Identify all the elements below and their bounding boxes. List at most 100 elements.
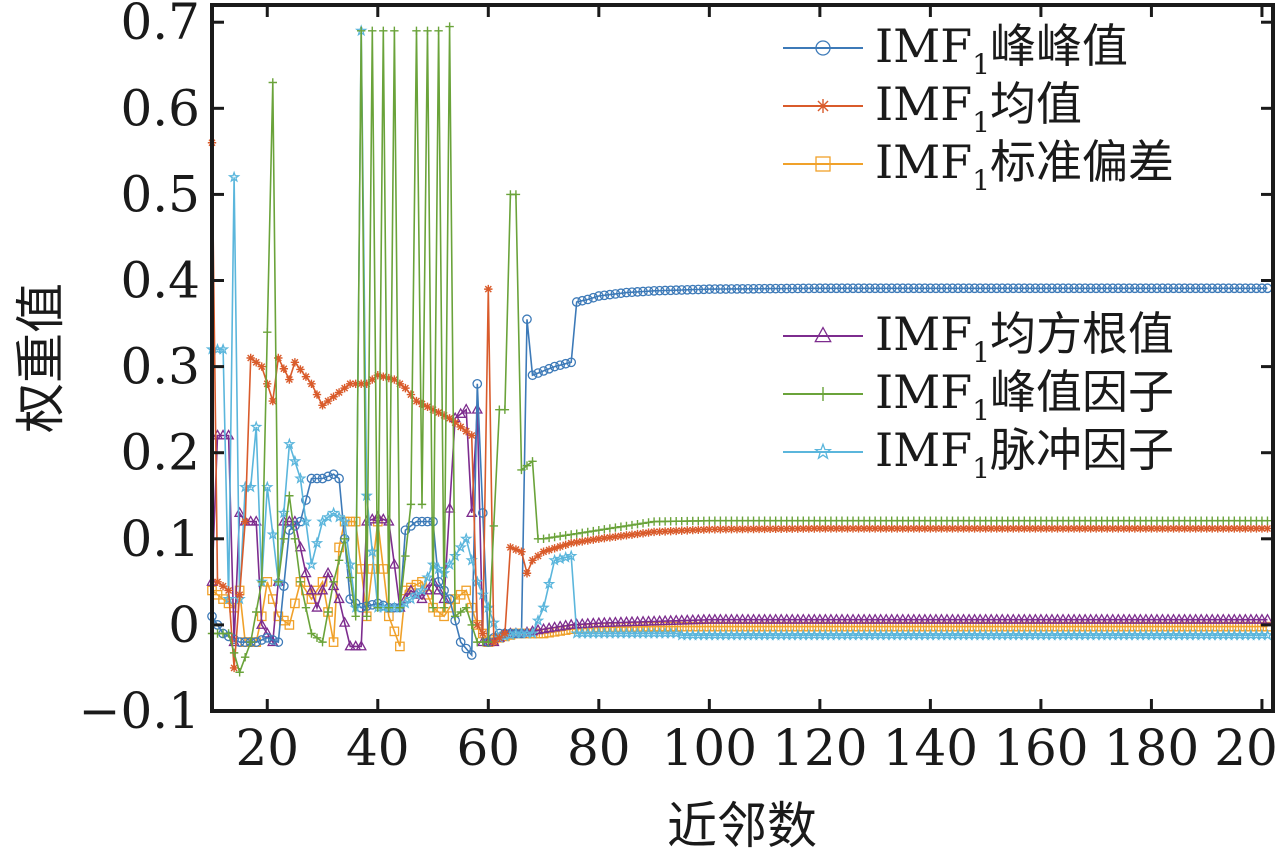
data-point: [649, 527, 659, 537]
data-point: [1118, 613, 1130, 624]
data-point: [1201, 283, 1212, 294]
data-point: [256, 618, 268, 629]
data-point: [1191, 524, 1200, 533]
data-point: [274, 353, 283, 363]
data-point: [455, 637, 466, 647]
data-point: [528, 457, 537, 466]
data-point: [670, 614, 682, 625]
data-point: [887, 524, 896, 533]
data-point: [439, 611, 449, 622]
data-point: [266, 527, 280, 540]
data-point: [318, 401, 327, 410]
data-point: [731, 613, 743, 624]
data-point: [1263, 516, 1272, 525]
data-point: [798, 283, 809, 294]
data-point: [273, 637, 284, 647]
data-point: [990, 613, 1003, 624]
data-point: [511, 545, 521, 554]
data-point: [747, 613, 760, 624]
data-point: [1174, 524, 1184, 533]
data-point: [970, 524, 979, 533]
data-point: [610, 289, 621, 299]
data-point: [1235, 524, 1245, 533]
data-point: [1261, 628, 1274, 641]
data-point: [1031, 524, 1040, 533]
data-point: [616, 288, 626, 299]
x-tick-label: 160: [993, 719, 1088, 777]
data-point: [821, 524, 830, 533]
data-point: [1179, 283, 1190, 294]
data-point: [1107, 613, 1119, 624]
data-point: [246, 637, 255, 647]
data-point: [456, 422, 465, 432]
data-point: [920, 524, 930, 533]
data-point: [957, 613, 970, 624]
data-point: [815, 524, 825, 533]
data-point: [831, 283, 842, 294]
data-point: [1156, 613, 1169, 624]
data-point: [841, 613, 854, 624]
data-point: [631, 615, 644, 626]
x-tick-label: 100: [662, 719, 757, 777]
legend-label: IMF1标准偏差: [875, 135, 1174, 197]
data-point: [710, 525, 720, 534]
data-point: [1008, 283, 1019, 294]
data-point: [349, 640, 362, 651]
data-point: [1208, 524, 1217, 533]
data-point: [434, 26, 443, 36]
data-point: [799, 524, 808, 533]
data-point: [627, 287, 637, 298]
data-point: [213, 577, 222, 587]
data-point: [390, 375, 399, 384]
data-point: [913, 613, 926, 624]
data-point: [373, 371, 382, 380]
data-point: [963, 613, 975, 624]
data-point: [345, 573, 355, 582]
data-point: [323, 396, 333, 406]
data-point: [240, 652, 250, 662]
data-point: [227, 170, 241, 183]
data-point: [1261, 613, 1274, 624]
data-point: [1184, 613, 1196, 624]
data-point: [775, 613, 787, 624]
data-point: [720, 613, 732, 624]
data-point: [421, 570, 434, 583]
data-point: [482, 601, 495, 613]
data-point: [252, 607, 261, 617]
data-point: [1206, 613, 1218, 624]
data-point: [946, 613, 959, 624]
data-point: [1190, 283, 1201, 294]
data-point: [415, 583, 429, 596]
data-point: [355, 640, 367, 651]
data-point: [925, 283, 936, 294]
x-axis: 20 40 60 80 100 120 140 160 180 200: [235, 5, 1277, 777]
data-point: [1080, 524, 1090, 533]
data-point: [588, 292, 599, 303]
data-point: [837, 524, 847, 533]
data-point: [1196, 283, 1207, 294]
data-point: [611, 523, 620, 532]
data-point: [1113, 283, 1124, 294]
y-tick-label: 0.4: [120, 252, 200, 310]
data-point: [412, 26, 421, 36]
data-point: [1229, 283, 1240, 294]
data-point: [572, 529, 581, 538]
data-point: [395, 603, 405, 612]
data-point: [771, 524, 780, 534]
data-point: [681, 614, 693, 625]
data-point: [1228, 613, 1241, 624]
data-point: [902, 613, 915, 624]
data-point: [853, 283, 864, 294]
data-point: [533, 551, 543, 561]
data-point: [1167, 613, 1180, 624]
data-point: [323, 607, 333, 617]
data-point: [566, 530, 576, 539]
data-point: [311, 601, 323, 612]
data-point: [312, 473, 322, 484]
data-point: [340, 534, 349, 544]
data-point: [366, 545, 379, 558]
data-point: [417, 399, 427, 409]
data-point: [947, 283, 958, 294]
data-point: [1013, 283, 1024, 294]
data-point: [1003, 524, 1012, 533]
